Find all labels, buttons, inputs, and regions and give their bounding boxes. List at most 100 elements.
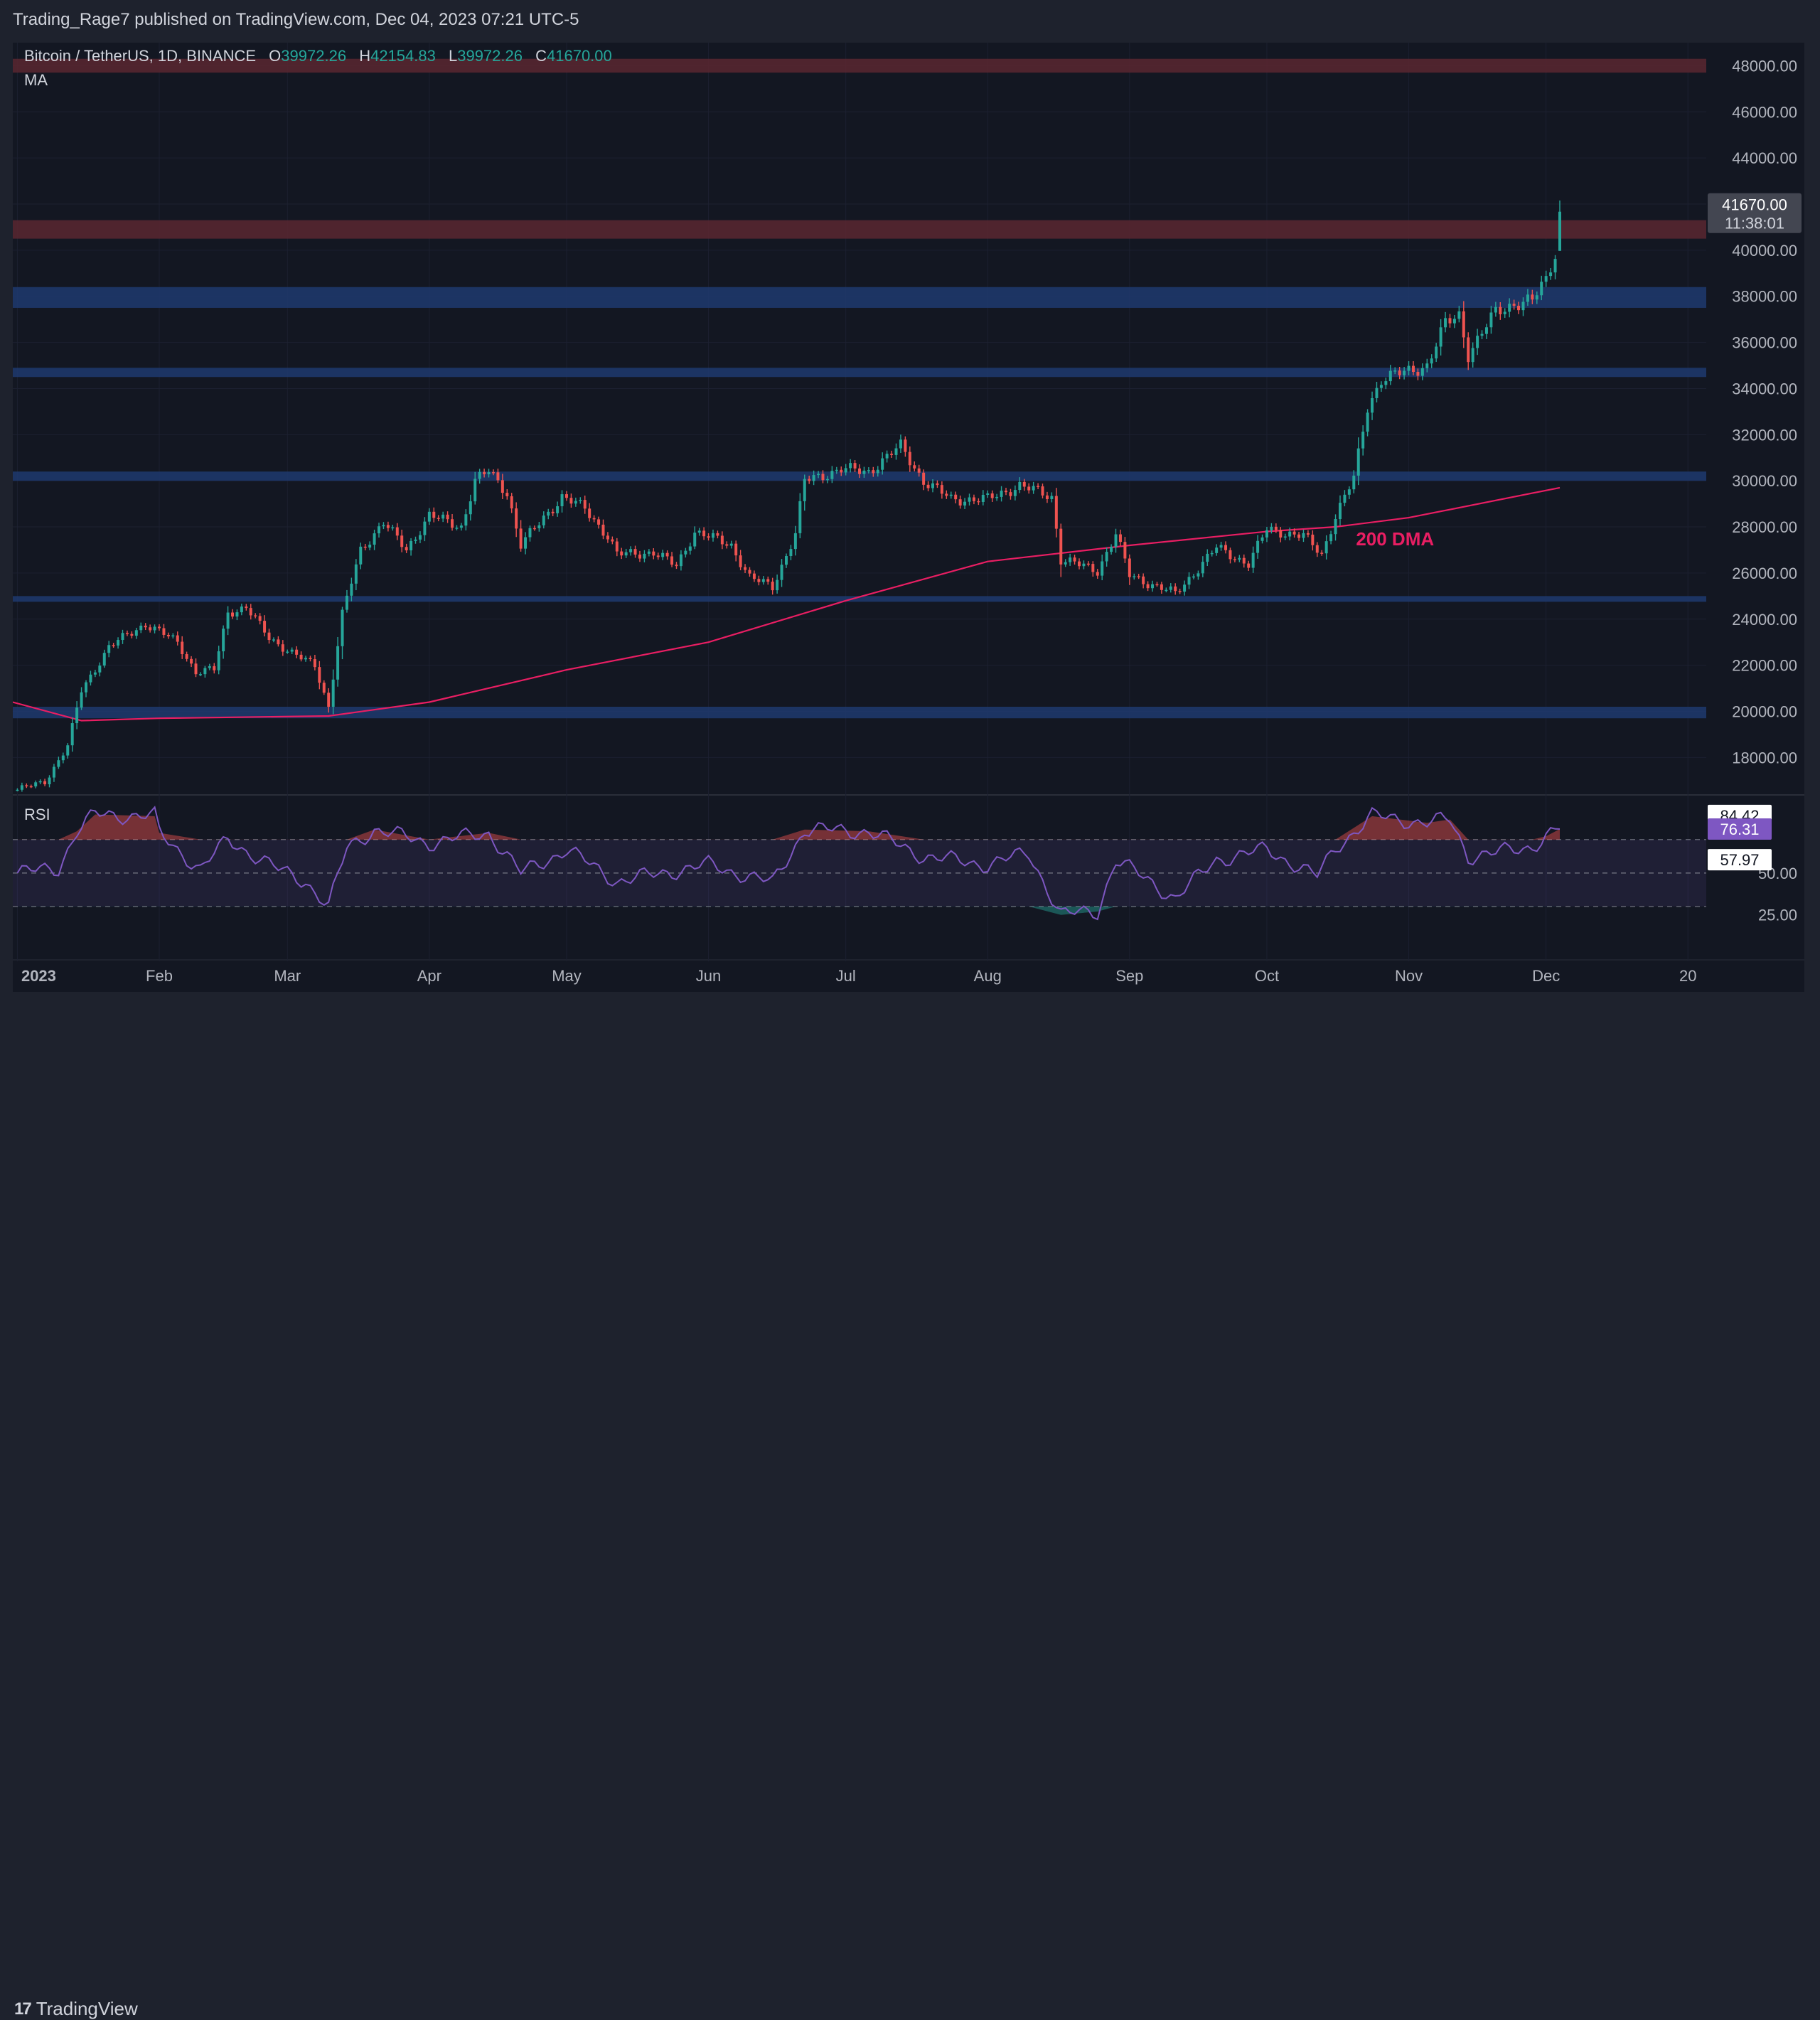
candle-body [1531,294,1534,300]
candle-body [890,454,894,455]
time-tick-label: Nov [1395,967,1423,985]
candle-body [1206,553,1209,562]
candle-body [1352,475,1356,490]
candle-body [400,535,404,547]
candle-body [958,499,962,506]
candle-body [1535,295,1538,300]
candle-body [1118,534,1122,543]
tradingview-logo[interactable]: 17 TradingView [14,1998,138,2020]
candle-body [1073,557,1076,562]
candle-body [125,633,129,634]
candle-body [198,674,202,675]
candle-body [446,514,449,520]
candle-body [112,645,115,646]
candle-body [780,565,783,580]
ma-legend[interactable]: MA [24,71,48,89]
candle-body [894,448,898,455]
candle-body [1142,576,1145,584]
candle-body [867,470,870,471]
candle-body [1041,486,1044,496]
candle-body [853,463,857,469]
candle-body [363,546,367,548]
candle-body [615,541,619,552]
price-tick-label: 26000.00 [1732,565,1797,582]
candle-body [213,666,216,670]
candle-body [1462,311,1465,338]
candle-body [1192,576,1195,578]
candle-body [972,497,975,501]
candle-body [304,658,308,660]
candle-body [1384,381,1388,385]
candle-body [1439,327,1442,347]
candle-body [1512,304,1516,306]
candle-body [729,543,733,546]
resistance-zone [13,220,1706,239]
close-value: 41670.00 [547,47,612,65]
candle-body [162,628,166,635]
candle-body [711,533,714,538]
candle-body [1197,573,1200,577]
candle-body [281,644,284,652]
candle-body [899,439,902,449]
rsi-legend[interactable]: RSI [24,806,50,823]
candle-body [299,654,303,660]
candle-body [378,526,381,534]
bar-countdown: 11:38:01 [1725,215,1784,233]
candle-body [34,782,38,787]
support-zone [13,596,1706,602]
candle-body [66,745,70,756]
candle-body [203,668,207,675]
candle-body [1059,528,1063,565]
candle-body [418,535,422,540]
publish-info: Trading_Rage7 published on TradingView.c… [13,10,579,29]
candle-body [776,579,779,591]
candle-body [1526,294,1529,302]
price-tick-label: 24000.00 [1732,611,1797,629]
candle-body [1315,545,1319,553]
candle-body [441,514,445,519]
candle-body [752,573,756,579]
candle-body [560,494,564,506]
candle-body [1420,368,1424,376]
price-tick-label: 20000.00 [1732,702,1797,720]
candle-body [290,649,294,652]
candle-body [840,469,843,473]
price-tick-label: 40000.00 [1732,242,1797,260]
support-zone [13,707,1706,719]
candle-body [574,501,577,504]
candle-body [1489,312,1493,328]
candle-body [1457,311,1461,319]
candle-body [57,760,60,767]
candle-body [702,530,706,537]
chart-canvas[interactable]: 48000.0046000.0044000.0042000.0040000.00… [13,43,1804,992]
time-tick-label: 2023 [21,967,56,985]
candle-body [1027,486,1031,491]
candle-body [1032,486,1035,491]
candle-body [1054,496,1058,529]
candle-body [825,479,829,481]
ma-200-annotation: 200 DMA [1356,528,1434,550]
candle-body [757,579,761,582]
candle-body [1105,552,1108,562]
time-tick-label: Apr [417,967,441,985]
candle-body [134,630,138,636]
candle-body [556,506,560,513]
candle-body [43,781,47,785]
candle-body [1082,563,1086,567]
candle-body [908,451,911,466]
candle-body [564,494,568,498]
candle-body [995,496,999,498]
candle-body [524,537,528,549]
candle-body [350,583,353,596]
candle-body [405,547,408,551]
candle-body [459,525,463,528]
candle-body [80,692,83,708]
rsi-overbought-fill [17,814,1561,840]
candle-body [1311,534,1315,545]
chart-panel[interactable]: 48000.0046000.0044000.0042000.0040000.00… [13,43,1804,992]
candle-body [1467,337,1470,363]
candle-body [194,663,198,675]
time-tick-label: Aug [974,967,1002,985]
rsi-value-text: 57.97 [1720,851,1759,869]
candle-body [1256,540,1260,553]
